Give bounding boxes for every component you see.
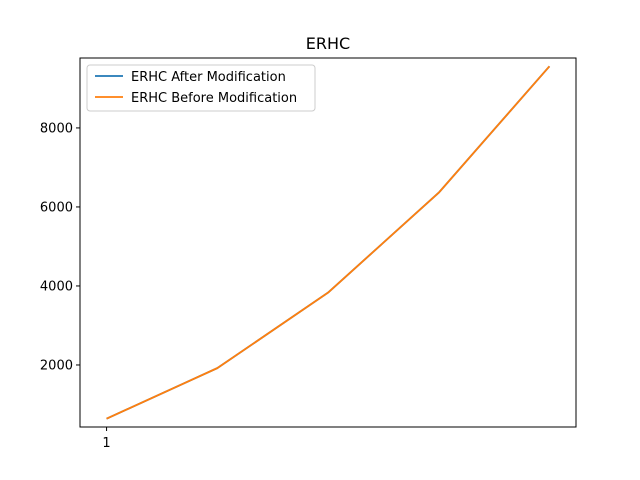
y-tick-label: 2000 (40, 358, 73, 373)
series-line-1 (106, 65, 551, 420)
x-axis: 1 (102, 427, 111, 451)
y-tick-label: 8000 (40, 121, 73, 136)
legend: ERHC After Modification ERHC Before Modi… (86, 64, 316, 112)
legend-label-after: ERHC After Modification (131, 70, 286, 85)
y-tick-label: 6000 (40, 200, 73, 215)
x-tick-label: 1 (102, 436, 110, 451)
legend-label-before: ERHC Before Modification (131, 91, 297, 106)
chart-title: ERHC (306, 34, 350, 53)
legend-box (86, 64, 316, 112)
plot-frame (79, 57, 577, 428)
y-tick-label: 4000 (40, 279, 73, 294)
series-layer (106, 65, 551, 420)
y-axis: 2000 4000 6000 8000 (40, 121, 80, 373)
